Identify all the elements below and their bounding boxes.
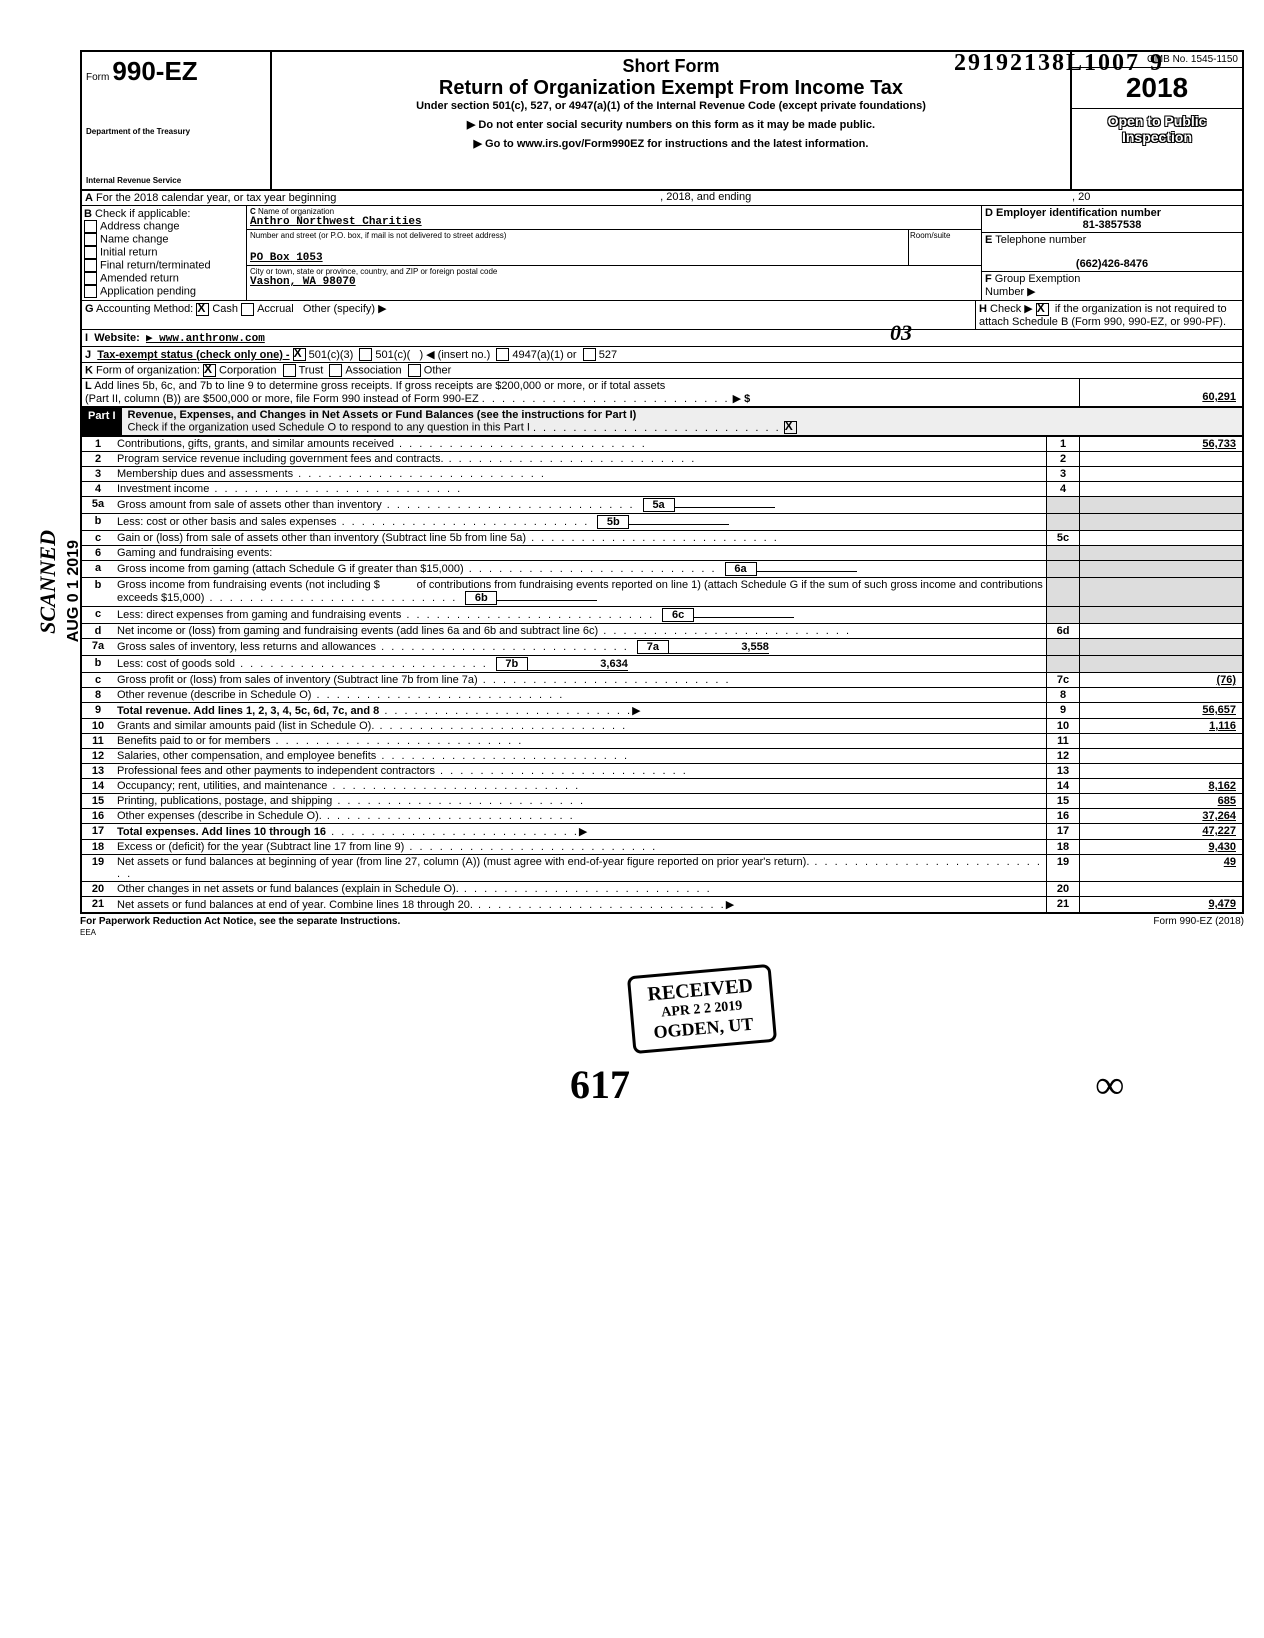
line21-amount: 9,479 [1079,897,1242,912]
l-amount: 60,291 [1079,379,1242,406]
j-label: Tax-exempt status (check only one) - [97,349,289,361]
chk-4947[interactable] [496,348,509,361]
form-header: Form 990-EZ Department of the Treasury I… [80,50,1244,191]
f-label2: Number ▶ [985,285,1239,298]
handwritten-03: 03 [890,320,912,346]
note-url: ▶ Go to www.irs.gov/Form990EZ for instru… [276,137,1066,150]
addr-label: Number and street (or P.O. box, if mail … [250,231,905,240]
line16-amount: 37,264 [1079,809,1242,823]
line19-amount: 49 [1079,855,1242,881]
c-label: Name of organization [258,207,334,216]
phone: (662)426-8476 [985,258,1239,270]
chk-initial-return[interactable]: Initial return [84,246,244,259]
chk-corporation[interactable] [203,364,216,377]
chk-527[interactable] [583,348,596,361]
part1-header: Part I [82,408,122,435]
chk-association[interactable] [329,364,342,377]
chk-name-change[interactable]: Name change [84,233,244,246]
chk-amended-return[interactable]: Amended return [84,272,244,285]
chk-schedule-b[interactable] [1036,303,1049,316]
chk-schedule-o[interactable] [784,421,797,434]
omb-number: OMB No. 1545-1150 [1072,52,1242,68]
k-label: Form of organization: [96,365,200,377]
part1-title: Revenue, Expenses, and Changes in Net As… [128,409,637,421]
chk-cash[interactable] [196,303,209,316]
f-label: Group Exemption [995,273,1081,285]
line7a-amount: 3,558 [669,641,769,654]
i-label: Website: [94,332,140,344]
line-a: A For the 2018 calendar year, or tax yea… [80,191,1244,206]
line9-amount: 56,657 [1079,703,1242,718]
handwritten-617: 617 [570,1061,630,1108]
website: ▶ www.anthronw.com [146,333,265,345]
form-title: Return of Organization Exempt From Incom… [276,77,1066,100]
chk-other-org[interactable] [408,364,421,377]
form-prefix: Form [86,72,109,83]
l-text: Add lines 5b, 6c, and 7b to line 9 to de… [94,380,665,392]
city-label: City or town, state or province, country… [250,267,978,276]
footer-note: For Paperwork Reduction Act Notice, see … [80,916,400,927]
footer-form: Form 990-EZ (2018) [1153,916,1244,927]
handwritten-initials: ∞ [1095,1061,1124,1108]
chk-trust[interactable] [283,364,296,377]
received-stamp: RECEIVED APR 2 2 2019 OGDEN, UT [627,964,777,1054]
dept-treasury: Department of the Treasury [86,127,266,136]
d-label: Employer identification number [996,207,1161,219]
org-address: PO Box 1053 [250,252,905,264]
chk-501c3[interactable] [293,348,306,361]
chk-accrual[interactable] [241,303,254,316]
form-subtitle: Under section 501(c), 527, or 4947(a)(1)… [276,100,1066,112]
form-code: 990-EZ [112,56,197,86]
line1-amount: 56,733 [1079,437,1242,451]
org-city: Vashon, WA 98070 [250,276,978,288]
chk-final-return[interactable]: Final return/terminated [84,259,244,272]
line7c-amount: (76) [1079,673,1242,687]
dept-irs: Internal Revenue Service [86,176,266,185]
note-ssn: ▶ Do not enter social security numbers o… [276,118,1066,131]
line15-amount: 685 [1079,794,1242,808]
room-suite: Room/suite [908,230,981,265]
tax-year: 2018 [1072,68,1242,109]
ein: 81-3857538 [985,219,1239,231]
line7b-amount: 3,634 [528,658,628,671]
scanned-stamp: SCANNED [35,530,61,634]
chk-address-change[interactable]: Address change [84,220,244,233]
g-label: Accounting Method: [96,303,193,315]
line18-amount: 9,430 [1079,840,1242,854]
b-label: Check if applicable: [95,208,190,220]
org-name: Anthro Northwest Charities [250,216,978,228]
line10-amount: 1,116 [1079,719,1242,733]
chk-application-pending[interactable]: Application pending [84,285,244,298]
part1-check-text: Check if the organization used Schedule … [128,422,530,434]
e-label: Telephone number [995,234,1086,246]
open-inspection: Open to PublicInspection [1072,109,1242,149]
line14-amount: 8,162 [1079,779,1242,793]
line17-amount: 47,227 [1079,824,1242,839]
footer-eea: EEA [80,928,96,937]
chk-501c[interactable] [359,348,372,361]
l-text2: (Part II, column (B)) are $500,000 or mo… [85,393,479,405]
short-form-label: Short Form [276,56,1066,77]
